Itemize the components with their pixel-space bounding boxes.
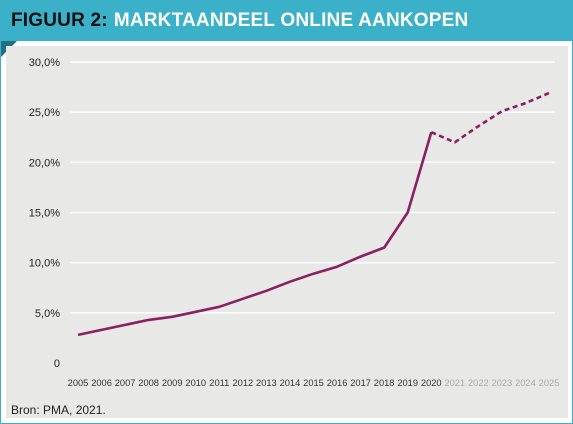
y-axis-ticks: 0 5,0% 10,0% 15,0% 20,0% 25,0% 30,0% [29,57,60,370]
x-tick-label: 2017 [350,378,371,388]
x-tick-label: 2016 [327,378,348,388]
x-tick-label: 2021 [444,378,465,388]
y-tick-label: 5,0% [35,308,60,320]
figure-title: FIGUUR 2: MARKTAANDEEL ONLINE AANKOPEN [11,10,468,32]
figure-header: FIGUUR 2: MARKTAANDEEL ONLINE AANKOPEN [1,1,572,41]
x-tick-label: 2024 [515,378,536,388]
y-tick-label: 20,0% [29,157,60,169]
x-tick-label: 2022 [468,378,489,388]
chart-area [6,46,568,418]
x-tick-label: 2012 [233,378,254,388]
x-tick-label: 2025 [539,378,560,388]
y-tick-label: 0 [54,358,60,370]
y-tick-label: 25,0% [29,107,60,119]
x-tick-label: 2006 [91,378,112,388]
x-tick-label: 2019 [397,378,418,388]
source-note: Bron: PMA, 2021. [11,403,106,417]
x-tick-label: 2010 [185,378,206,388]
x-tick-label: 2007 [115,378,136,388]
x-tick-label: 2013 [256,378,277,388]
figure-label: FIGUUR 2: [11,10,108,31]
y-tick-label: 30,0% [29,57,60,69]
x-tick-label: 2008 [138,378,159,388]
actual-line [77,131,433,337]
x-tick-label: 2020 [421,378,442,388]
y-tick-label: 10,0% [29,258,60,270]
x-tick-label: 2023 [492,378,513,388]
forecast-line [430,91,550,144]
x-tick-label: 2014 [280,378,301,388]
x-tick-label: 2009 [162,378,183,388]
chart-title: MARKTAANDEEL ONLINE AANKOPEN [113,10,469,31]
x-tick-label: 2011 [209,378,229,388]
grid-lines [70,61,555,314]
series-lines [77,91,550,337]
x-tick-label: 2005 [68,378,89,388]
y-tick-label: 15,0% [29,208,60,220]
x-tick-label: 2015 [303,378,324,388]
x-tick-label: 2018 [374,378,395,388]
x-axis-ticks: 2005 2006 2007 2008 2009 2010 2011 2012 2013 2014… [68,378,560,388]
